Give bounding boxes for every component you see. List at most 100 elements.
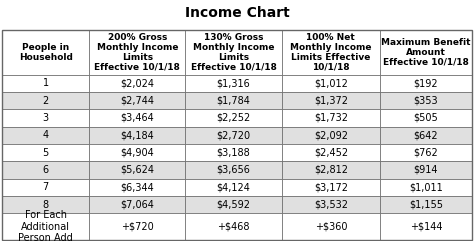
- Text: $1,011: $1,011: [409, 182, 443, 192]
- Text: +$468: +$468: [217, 221, 250, 232]
- Bar: [185, 144, 282, 161]
- Bar: [380, 161, 472, 179]
- Bar: [2, 30, 89, 75]
- Bar: [185, 213, 282, 240]
- Text: $3,656: $3,656: [217, 165, 250, 175]
- Bar: [185, 30, 282, 75]
- Text: $2,452: $2,452: [314, 148, 348, 158]
- Bar: [89, 161, 185, 179]
- Text: $1,012: $1,012: [314, 78, 348, 88]
- Text: +$720: +$720: [121, 221, 154, 232]
- Text: $3,188: $3,188: [217, 148, 250, 158]
- Bar: [89, 144, 185, 161]
- Bar: [380, 109, 472, 127]
- Bar: [2, 213, 89, 240]
- Text: $4,184: $4,184: [120, 130, 154, 140]
- Text: +$360: +$360: [315, 221, 347, 232]
- Bar: [89, 179, 185, 196]
- Text: 6: 6: [43, 165, 49, 175]
- Bar: [2, 144, 89, 161]
- Text: $2,812: $2,812: [314, 165, 348, 175]
- Text: $7,064: $7,064: [120, 200, 154, 210]
- Bar: [380, 179, 472, 196]
- Text: 200% Gross
Monthly Income
Limits
Effective 10/1/18: 200% Gross Monthly Income Limits Effecti…: [94, 33, 180, 72]
- Text: +$144: +$144: [410, 221, 442, 232]
- Text: $914: $914: [414, 165, 438, 175]
- Bar: [282, 109, 380, 127]
- Bar: [2, 127, 89, 144]
- Bar: [282, 161, 380, 179]
- Text: $1,784: $1,784: [217, 96, 250, 106]
- Bar: [282, 75, 380, 92]
- Text: 3: 3: [43, 113, 49, 123]
- Text: $2,744: $2,744: [120, 96, 154, 106]
- Bar: [185, 127, 282, 144]
- Text: $2,092: $2,092: [314, 130, 348, 140]
- Bar: [2, 161, 89, 179]
- Bar: [89, 127, 185, 144]
- Text: People in
Household: People in Household: [19, 43, 73, 62]
- Bar: [89, 109, 185, 127]
- Bar: [185, 179, 282, 196]
- Bar: [282, 92, 380, 109]
- Text: $6,344: $6,344: [120, 182, 154, 192]
- Text: 7: 7: [43, 182, 49, 192]
- Text: $4,124: $4,124: [217, 182, 250, 192]
- Bar: [2, 30, 472, 240]
- Bar: [380, 92, 472, 109]
- Bar: [282, 196, 380, 213]
- Bar: [282, 30, 380, 75]
- Text: $1,316: $1,316: [217, 78, 250, 88]
- Bar: [282, 127, 380, 144]
- Bar: [185, 75, 282, 92]
- Text: $4,904: $4,904: [120, 148, 154, 158]
- Text: $3,464: $3,464: [120, 113, 154, 123]
- Text: $5,624: $5,624: [120, 165, 154, 175]
- Bar: [2, 92, 89, 109]
- Bar: [282, 179, 380, 196]
- Bar: [89, 213, 185, 240]
- Bar: [89, 92, 185, 109]
- Text: $505: $505: [413, 113, 438, 123]
- Text: Income Chart: Income Chart: [185, 6, 289, 20]
- Bar: [380, 30, 472, 75]
- Text: $1,372: $1,372: [314, 96, 348, 106]
- Bar: [380, 127, 472, 144]
- Text: For Each
Additional
Person Add: For Each Additional Person Add: [18, 210, 73, 241]
- Text: 100% Net
Monthly Income
Limits Effective
10/1/18: 100% Net Monthly Income Limits Effective…: [290, 33, 372, 72]
- Text: 8: 8: [43, 200, 49, 210]
- Text: $4,592: $4,592: [217, 200, 250, 210]
- Text: $192: $192: [413, 78, 438, 88]
- Text: $3,532: $3,532: [314, 200, 348, 210]
- Text: $2,024: $2,024: [120, 78, 154, 88]
- Text: 2: 2: [43, 96, 49, 106]
- Text: $2,720: $2,720: [217, 130, 251, 140]
- Bar: [2, 179, 89, 196]
- Bar: [185, 196, 282, 213]
- Text: 4: 4: [43, 130, 49, 140]
- Bar: [185, 92, 282, 109]
- Bar: [282, 144, 380, 161]
- Text: $2,252: $2,252: [216, 113, 251, 123]
- Text: $642: $642: [413, 130, 438, 140]
- Bar: [380, 213, 472, 240]
- Bar: [2, 196, 89, 213]
- Text: $762: $762: [413, 148, 438, 158]
- Bar: [282, 213, 380, 240]
- Bar: [2, 75, 89, 92]
- Bar: [185, 161, 282, 179]
- Bar: [380, 144, 472, 161]
- Bar: [89, 196, 185, 213]
- Text: $3,172: $3,172: [314, 182, 348, 192]
- Text: $1,732: $1,732: [314, 113, 348, 123]
- Bar: [185, 109, 282, 127]
- Bar: [380, 196, 472, 213]
- Text: $353: $353: [413, 96, 438, 106]
- Text: 5: 5: [43, 148, 49, 158]
- Bar: [89, 30, 185, 75]
- Text: Maximum Benefit
Amount
Effective 10/1/18: Maximum Benefit Amount Effective 10/1/18: [381, 38, 471, 67]
- Bar: [380, 75, 472, 92]
- Text: 1: 1: [43, 78, 49, 88]
- Bar: [89, 75, 185, 92]
- Bar: [2, 109, 89, 127]
